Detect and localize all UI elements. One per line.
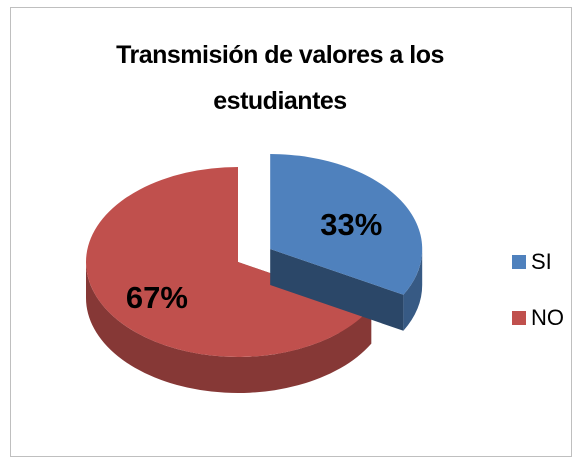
legend-swatch	[512, 255, 526, 269]
slice-wall	[403, 249, 423, 331]
slice-wall	[86, 262, 372, 394]
legend-label: NO	[531, 305, 564, 330]
data-label: 33%	[320, 207, 382, 242]
slice	[270, 154, 423, 295]
slice	[86, 167, 372, 357]
chart-title: Transmisión de valores a los estudiantes	[116, 41, 444, 115]
legend-swatch	[512, 311, 526, 325]
slice-side	[270, 249, 404, 331]
legend-label: SI	[531, 249, 552, 274]
data-label: 67%	[126, 280, 188, 315]
